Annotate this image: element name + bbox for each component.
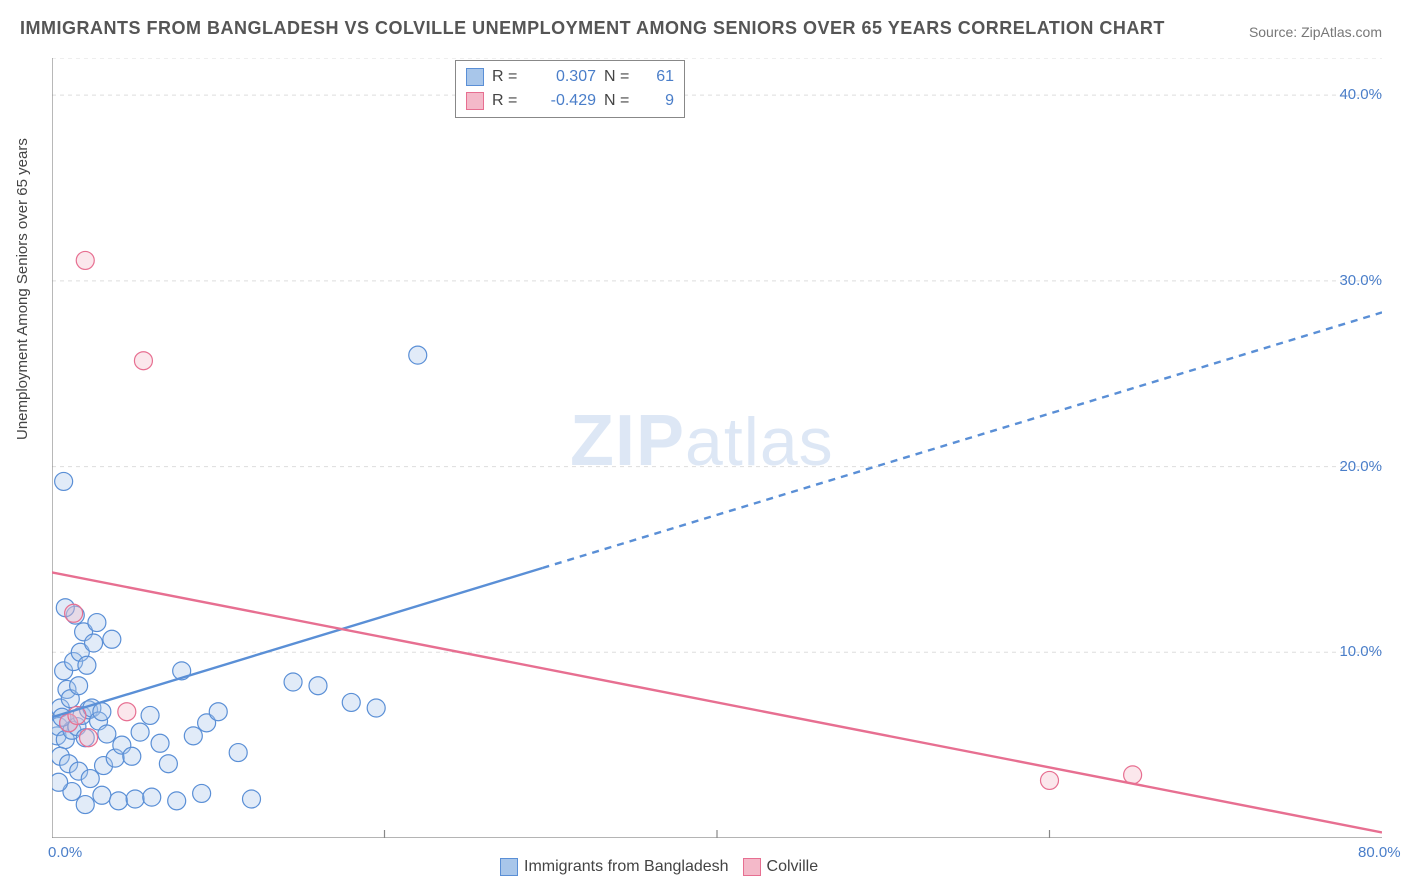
y-tick-label: 20.0% — [1339, 458, 1382, 475]
legend-series-label: Immigrants from Bangladesh — [524, 858, 729, 876]
legend-swatch — [466, 92, 484, 110]
legend-n-label: N = — [604, 68, 638, 86]
source-label: Source: ZipAtlas.com — [1249, 24, 1382, 40]
legend-swatch — [466, 68, 484, 86]
legend-series-item: Colville — [743, 858, 819, 876]
x-tick-label: 80.0% — [1358, 844, 1401, 861]
legend-r-value: 0.307 — [534, 68, 596, 86]
y-tick-label: 40.0% — [1339, 86, 1382, 103]
legend-r-label: R = — [492, 92, 526, 110]
legend-r-value: -0.429 — [534, 92, 596, 110]
legend-swatch — [500, 858, 518, 876]
legend-n-label: N = — [604, 92, 638, 110]
legend-series-label: Colville — [767, 858, 819, 876]
y-axis-label: Unemployment Among Seniors over 65 years — [14, 138, 31, 440]
y-tick-label: 10.0% — [1339, 643, 1382, 660]
x-tick-label: 0.0% — [48, 844, 82, 861]
legend-r-label: R = — [492, 68, 526, 86]
legend-series-item: Immigrants from Bangladesh — [500, 858, 729, 876]
legend-stats-row: R = 0.307 N = 61 — [466, 65, 674, 89]
legend-stats-row: R = -0.429 N = 9 — [466, 89, 674, 113]
legend-series: Immigrants from Bangladesh Colville — [500, 858, 818, 876]
y-tick-label: 30.0% — [1339, 272, 1382, 289]
chart-title: IMMIGRANTS FROM BANGLADESH VS COLVILLE U… — [20, 18, 1165, 39]
legend-stats: R = 0.307 N = 61 R = -0.429 N = 9 — [455, 60, 685, 118]
legend-swatch — [743, 858, 761, 876]
scatter-plot — [52, 58, 1382, 838]
legend-n-value: 9 — [646, 92, 674, 110]
legend-n-value: 61 — [646, 68, 674, 86]
